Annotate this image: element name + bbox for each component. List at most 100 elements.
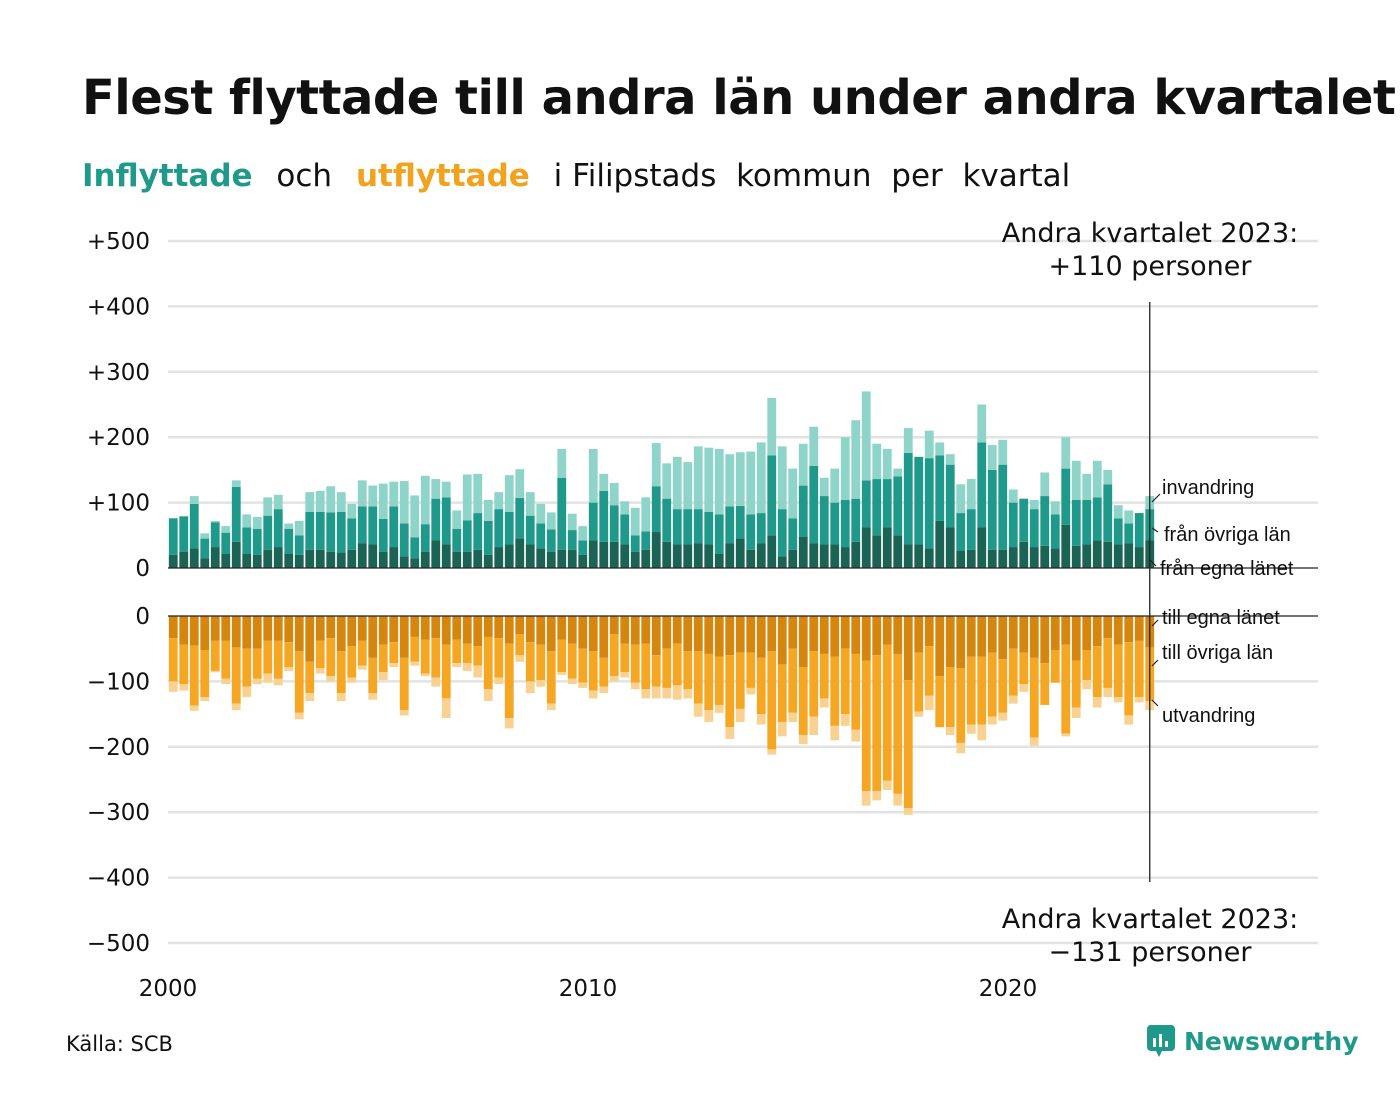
bar-in-invandring [924, 430, 934, 459]
bar-in-egna [336, 552, 346, 568]
bar-in-egna [599, 541, 609, 568]
bar-out-egna [966, 616, 976, 657]
bar-out-egna [567, 616, 577, 644]
bar-out-ovriga [903, 680, 913, 809]
bar-out-egna [1061, 616, 1071, 645]
bar-out-egna [347, 616, 357, 647]
bar-in-invandring [998, 439, 1008, 465]
bar-in-egna [914, 544, 924, 568]
bar-out-egna [609, 616, 619, 635]
bar-in-egna [515, 538, 525, 568]
bar-in-ovriga [819, 496, 829, 545]
bar-in-egna [735, 538, 745, 568]
bar-out-utvandring [641, 689, 651, 699]
bar-out-ovriga [882, 644, 892, 781]
bar-in-egna [1040, 545, 1050, 568]
bar-out-egna [441, 616, 451, 645]
legend-out-label: utvandring [1162, 705, 1255, 727]
bar-in-invandring [431, 479, 441, 499]
bar-in-ovriga [1061, 468, 1071, 525]
bar-in-egna [536, 548, 546, 568]
bar-out-utvandring [809, 716, 819, 736]
bar-in-invandring [746, 451, 756, 515]
bar-out-egna [1050, 616, 1060, 651]
bar-out-egna [389, 616, 399, 643]
bar-in-invandring [200, 533, 210, 539]
bar-out-egna [683, 616, 693, 652]
bar-out-egna [798, 616, 808, 668]
bar-in-ovriga [1071, 499, 1081, 546]
bar-out-egna [1040, 616, 1050, 664]
bar-out-egna [767, 616, 777, 652]
bar-in-invandring [452, 510, 462, 529]
bar-out-egna [693, 616, 703, 652]
bar-out-egna [945, 616, 955, 668]
brand[interactable]: Newsworthy [1146, 1024, 1359, 1058]
bar-in-egna [966, 549, 976, 568]
bar-in-egna [651, 532, 661, 568]
bar-in-invandring [525, 492, 535, 516]
bar-in-invandring [872, 443, 882, 480]
bar-out-egna [620, 616, 630, 644]
bar-out-utvandring [473, 665, 483, 678]
bar-in-egna [662, 541, 672, 568]
chart-title: Flest flyttade till andra län under andr… [82, 70, 1396, 126]
bar-out-utvandring [1061, 733, 1071, 737]
bar-out-ovriga [588, 651, 598, 691]
bar-in-invandring [1050, 501, 1060, 515]
bar-in-ovriga [1124, 523, 1134, 544]
bar-in-ovriga [662, 498, 672, 542]
bar-out-egna [473, 616, 483, 647]
bar-out-utvandring [966, 724, 976, 734]
bar-in-egna [861, 527, 871, 568]
bar-out-utvandring [315, 668, 325, 674]
bar-out-egna [1134, 616, 1144, 641]
bar-out-utvandring [609, 676, 619, 682]
bar-out-ovriga [1040, 663, 1050, 705]
bar-out-ovriga [966, 656, 976, 725]
annotations: Andra kvartalet 2023:+110 personerAndra … [1002, 218, 1298, 968]
bar-in-egna [326, 551, 336, 568]
annotation-top-line1: Andra kvartalet 2023: [1002, 218, 1298, 249]
y-tick-top: +200 [87, 425, 150, 451]
bar-in-invandring [819, 477, 829, 497]
bar-in-invandring [231, 480, 241, 487]
bar-out-utvandring [357, 665, 367, 670]
bar-in-ovriga [882, 479, 892, 528]
bar-out-egna [714, 616, 724, 657]
bar-out-utvandring [1134, 697, 1144, 703]
bar-in-ovriga [326, 512, 336, 552]
bar-in-egna [903, 544, 913, 568]
bar-out-ovriga [851, 653, 861, 730]
bar-out-utvandring [767, 749, 777, 755]
bar-in-invandring [578, 526, 588, 541]
y-tick-top: 0 [135, 556, 150, 582]
bar-in-egna [704, 544, 714, 568]
legend-leader [1151, 699, 1159, 707]
bar-out-utvandring [168, 681, 178, 692]
bar-out-ovriga [378, 644, 388, 673]
bar-out-egna [977, 616, 987, 657]
bar-in-ovriga [872, 479, 882, 536]
bar-out-egna [809, 616, 819, 652]
bar-in-ovriga [1029, 509, 1039, 548]
bar-in-ovriga [1008, 502, 1018, 548]
bar-in-invandring [788, 468, 798, 519]
bar-in-ovriga [420, 524, 430, 552]
bar-out-utvandring [840, 714, 850, 726]
y-tick-bottom: −300 [87, 800, 150, 826]
bar-out-utvandring [1082, 680, 1092, 690]
bar-out-egna [179, 616, 189, 645]
bar-out-ovriga [662, 648, 672, 688]
bar-in-ovriga [935, 455, 945, 521]
bar-out-ovriga [1061, 644, 1071, 734]
bar-out-utvandring [662, 687, 672, 699]
bar-in-invandring [714, 448, 724, 515]
bar-in-egna [630, 551, 640, 568]
bar-out-egna [494, 616, 504, 639]
bar-out-utvandring [410, 661, 420, 666]
bar-in-invandring [483, 499, 493, 521]
bar-in-ovriga [368, 506, 378, 545]
bar-in-invandring [609, 482, 619, 506]
bar-out-egna [273, 616, 283, 641]
